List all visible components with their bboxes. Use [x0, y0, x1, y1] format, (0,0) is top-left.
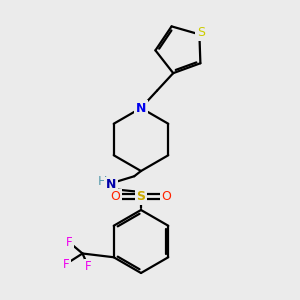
Text: O: O: [162, 190, 171, 203]
Text: H: H: [97, 175, 107, 188]
Text: F: F: [63, 257, 69, 271]
Text: O: O: [111, 190, 120, 203]
Text: F: F: [66, 236, 72, 249]
Text: N: N: [136, 101, 146, 115]
Text: F: F: [85, 260, 92, 274]
Text: S: S: [136, 190, 146, 203]
Text: S: S: [197, 26, 205, 39]
Text: N: N: [106, 178, 116, 191]
